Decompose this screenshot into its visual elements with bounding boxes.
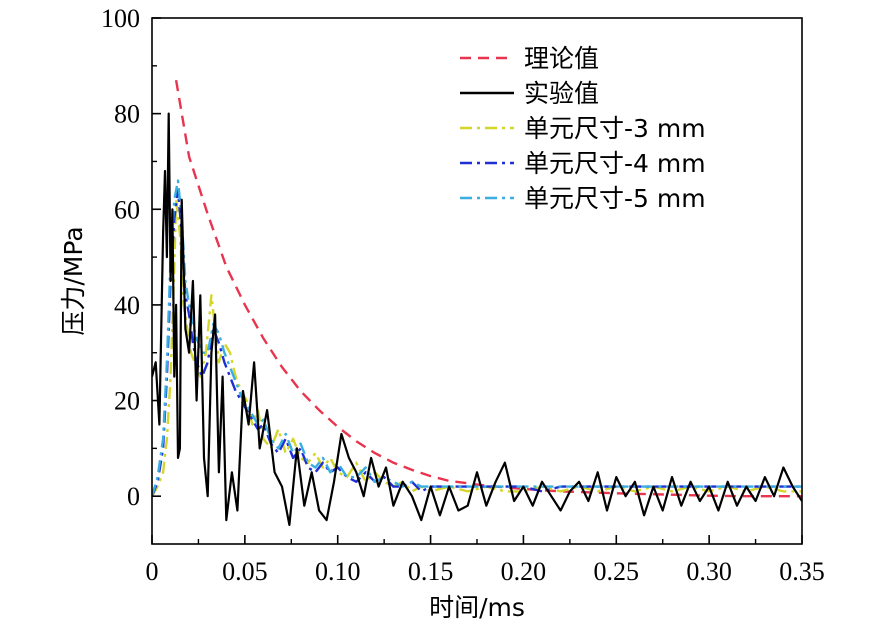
y-tick-label: 80 bbox=[114, 100, 140, 129]
x-tick-label: 0.20 bbox=[501, 557, 547, 586]
x-tick-label: 0.05 bbox=[222, 557, 268, 586]
x-tick-label: 0.25 bbox=[594, 557, 640, 586]
x-tick-label: 0.30 bbox=[686, 557, 732, 586]
legend-label-2: 单元尺寸-3 mm bbox=[524, 114, 706, 143]
x-tick-label: 0.15 bbox=[408, 557, 454, 586]
y-tick-label: 40 bbox=[114, 291, 140, 320]
series-line-0 bbox=[174, 79, 802, 498]
series-line-4 bbox=[152, 179, 802, 497]
x-axis-title: 时间/ms bbox=[429, 593, 525, 622]
y-axis-title: 压力/MPa bbox=[59, 226, 88, 335]
x-tick-label: 0 bbox=[146, 557, 159, 586]
y-tick-label: 0 bbox=[127, 482, 140, 511]
y-tick-label: 20 bbox=[114, 387, 140, 416]
x-tick-label: 0.35 bbox=[779, 557, 825, 586]
series-line-2 bbox=[152, 198, 802, 497]
series-line-1 bbox=[152, 112, 802, 527]
legend-label-4: 单元尺寸-5 mm bbox=[524, 184, 706, 213]
ticks-layer: 0 0.05 0.10 0.15 0.20 0.25 0.30 0.35 0 20 40 60 80 10… bbox=[101, 4, 825, 586]
legend-label-1: 实验值 bbox=[524, 79, 599, 108]
series-layer bbox=[152, 79, 802, 527]
legend-label-0: 理论值 bbox=[524, 44, 599, 73]
series-line-3 bbox=[152, 188, 802, 497]
x-tick-label: 0.10 bbox=[315, 557, 361, 586]
legend-label-3: 单元尺寸-4 mm bbox=[524, 149, 706, 178]
y-tick-label: 100 bbox=[101, 4, 140, 33]
y-tick-label: 60 bbox=[114, 195, 140, 224]
plot-frame bbox=[151, 17, 803, 545]
